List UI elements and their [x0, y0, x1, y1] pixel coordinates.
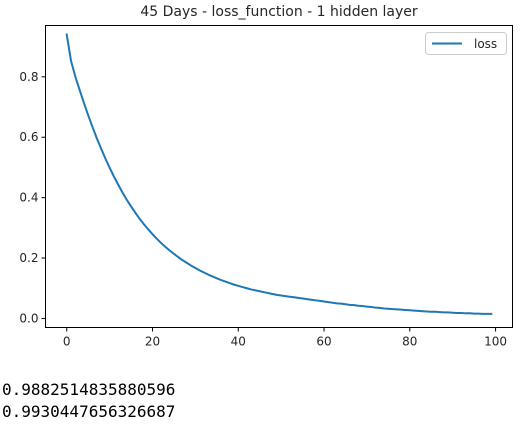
- y-tick-label: 0.0: [19, 311, 38, 325]
- plot-frame: [45, 25, 513, 328]
- x-tick-label: 80: [402, 335, 417, 349]
- y-tick-label: 0.8: [19, 70, 38, 84]
- x-tick-label: 0: [63, 335, 71, 349]
- x-tick-label: 60: [316, 335, 331, 349]
- output-value-1: 0.9882514835880596: [2, 380, 176, 399]
- y-tick-label: 0.4: [19, 191, 38, 205]
- loss-chart: 45 Days - loss_function - 1 hidden layer…: [19, 4, 513, 349]
- y-tick-label: 0.6: [19, 130, 38, 144]
- x-tick-label: 40: [231, 335, 246, 349]
- chart-title: 45 Days - loss_function - 1 hidden layer: [140, 4, 418, 20]
- x-tick-label: 20: [145, 335, 160, 349]
- x-tick-label: 100: [484, 335, 507, 349]
- y-tick-label: 0.2: [19, 251, 38, 265]
- legend-box: [425, 32, 507, 55]
- series-line-loss: [65, 33, 493, 315]
- output-value-2: 0.9930447656326687: [2, 402, 176, 421]
- legend: loss: [425, 32, 507, 55]
- legend-label-loss: loss: [474, 37, 497, 51]
